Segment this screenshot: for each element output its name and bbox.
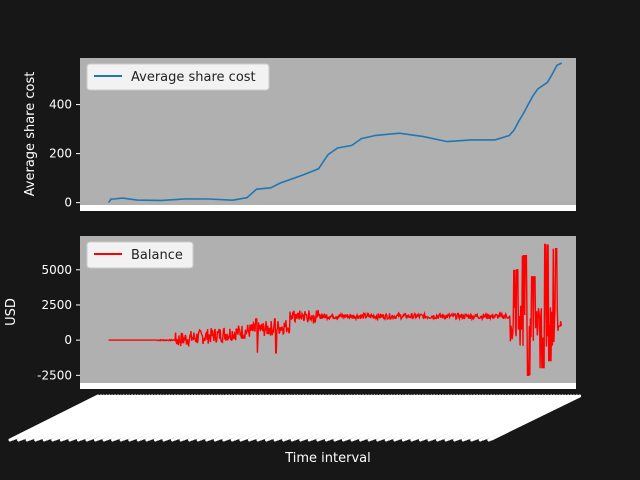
x-tick-label-fragment — [91, 394, 183, 440]
x-tick-label-fragment — [381, 394, 473, 440]
x-tick-label-fragment — [56, 394, 148, 440]
x-tick-label-fragment — [142, 394, 234, 440]
average-share-cost-axes: 0 200 400 Average share cost Average share… — [23, 58, 576, 211]
x-tick-label-fragment — [458, 394, 550, 440]
y-axis-label: USD — [4, 298, 19, 326]
y-tick-label: 0 — [64, 333, 72, 347]
x-tick-label-fragment — [416, 394, 508, 440]
x-tick-label-fragment — [168, 394, 260, 440]
x-tick-label-fragment — [39, 394, 131, 440]
x-tick-label-fragment — [407, 394, 499, 440]
x-tick-label-fragment — [441, 394, 533, 440]
legend-label-average-share-cost: Average share cost — [131, 70, 256, 85]
y-tick-label: 0 — [64, 196, 72, 210]
x-tick-label-fragment — [31, 394, 123, 440]
x-tick-label-fragment — [219, 394, 311, 440]
x-tick-label-fragment — [253, 394, 345, 440]
legend: Average share cost — [86, 63, 270, 91]
legend-label-balance: Balance — [131, 248, 183, 263]
x-tick-label-fragment — [133, 394, 225, 440]
x-tick-label-fragment — [347, 394, 439, 440]
x-tick-label-fragment — [65, 394, 157, 440]
x-axis-label: Time interval — [284, 451, 371, 466]
y-tick-label: 400 — [49, 98, 72, 112]
x-tick-label-fragment — [82, 394, 174, 440]
x-tick-label-fragment — [373, 394, 465, 440]
x-tick-label-fragment — [210, 394, 302, 440]
x-tick-label-fragment — [125, 394, 217, 440]
x-tick-label-fragment — [176, 394, 268, 440]
x-tick-label-fragment — [48, 394, 140, 440]
x-tick-label-fragment — [99, 394, 191, 440]
x-tick-label-fragment — [433, 394, 525, 440]
x-tick-label-fragment — [193, 394, 285, 440]
x-tick-label-fragment — [424, 394, 516, 440]
x-tick-label-fragment — [490, 394, 582, 441]
x-tick-label-fragment — [185, 394, 277, 440]
y-tick-label: 200 — [49, 147, 72, 161]
x-tick-label-fragment — [364, 394, 456, 440]
x-tick-label-fragment — [450, 394, 542, 440]
x-tick-label-fragment — [245, 394, 337, 440]
x-tick-label-fragment — [22, 394, 114, 440]
x-tick-label-fragment — [296, 394, 388, 440]
y-axis-label: Average share cost — [23, 72, 38, 197]
y-tick-label: 5000 — [41, 263, 72, 277]
x-tick-label-fragment — [356, 394, 448, 440]
x-tick-label-fragment — [313, 394, 405, 440]
legend: Balance — [86, 241, 194, 269]
x-tick-label-fragment — [279, 394, 371, 440]
x-axis-spine — [80, 383, 576, 389]
x-tick-label-fragment — [236, 394, 328, 440]
x-tick-label-fragment — [398, 394, 490, 440]
y-tick-label: 2500 — [41, 298, 72, 312]
x-tick-label-fragment — [475, 394, 567, 440]
x-tick-label-fragment — [108, 394, 200, 440]
x-tick-label-fragment — [14, 394, 106, 440]
x-tick-label-fragment — [322, 394, 413, 440]
x-tick-label-fragment — [467, 394, 559, 440]
y-ticks: 0 200 400 — [49, 98, 80, 210]
x-axis-spine — [80, 205, 576, 211]
legend-box — [86, 63, 270, 91]
x-tick-label-fragment — [202, 394, 294, 440]
x-tick-label-fragment — [74, 394, 166, 440]
x-tick-label-fragment — [339, 394, 431, 440]
y-ticks: -2500 0 2500 5000 — [37, 263, 80, 382]
x-tick-label-fragment — [262, 394, 354, 440]
x-tick-label-fragment — [484, 394, 576, 440]
x-tick-label-fragment — [270, 394, 362, 440]
x-tick-label-fragment — [287, 394, 379, 440]
balance-line — [108, 243, 562, 376]
x-tick-label-fragment — [227, 394, 319, 440]
average-share-cost-line — [107, 62, 563, 204]
legend-box — [86, 241, 194, 269]
x-tick-label-fragment — [304, 394, 396, 440]
balance-axes: -2500 0 2500 5000 USD Balance — [4, 236, 576, 389]
x-tick-label-fragment — [159, 394, 251, 440]
x-tick-label-fragment — [390, 394, 482, 440]
x-tick-label-fragment — [151, 394, 242, 440]
x-tick-labels-overlapping — [8, 394, 582, 442]
x-tick-label-fragment — [330, 394, 422, 440]
x-tick-label-fragment — [116, 394, 208, 440]
y-tick-label: -2500 — [37, 368, 72, 382]
